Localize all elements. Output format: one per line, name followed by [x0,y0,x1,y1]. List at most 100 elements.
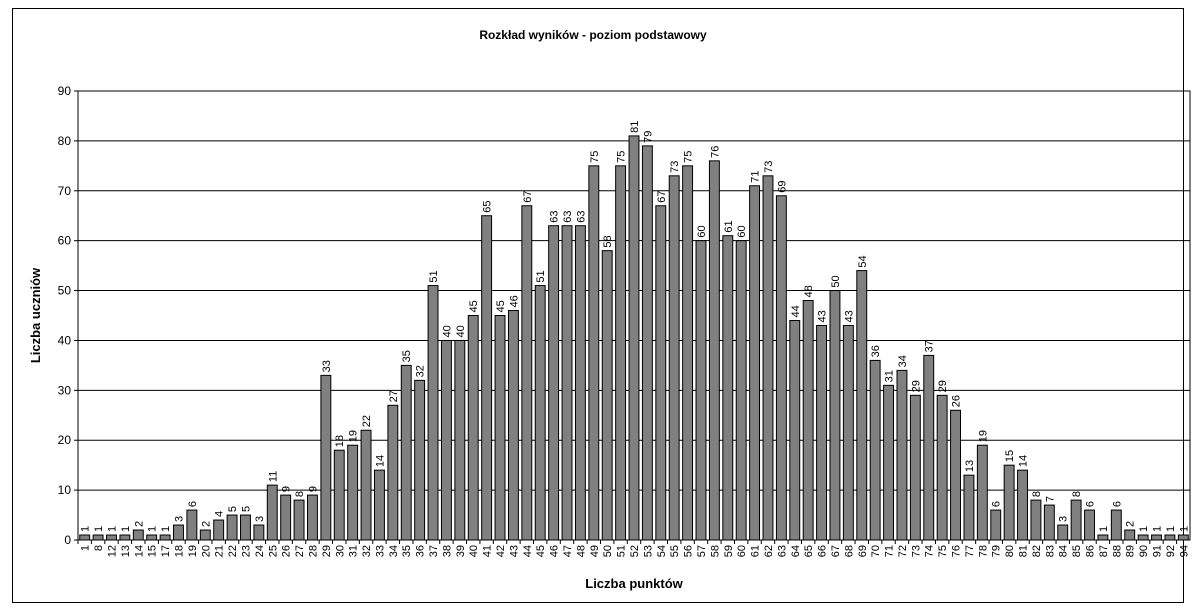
x-tick-label: 19 [187,545,199,557]
bar-data-label: 8 [1071,491,1083,497]
x-tick-label: 53 [642,545,654,557]
bar-data-label: 19 [977,430,989,442]
bar [1030,499,1042,541]
bar-data-label: 4 [214,511,226,517]
bar-data-label: 9 [281,486,293,492]
x-tick-label: 15 [147,545,159,557]
bar-data-label: 29 [937,380,949,392]
bar [561,225,573,541]
bar [387,404,399,541]
x-tick-label: 59 [723,545,735,557]
x-tick-label: 34 [388,545,400,557]
x-tick-label: 75 [937,545,949,557]
x-tick-label: 57 [696,545,708,557]
bar-data-label: 35 [401,350,413,362]
x-tick-label: 81 [1018,545,1030,557]
x-tick-label: 86 [1085,545,1097,557]
x-tick-label: 41 [482,545,494,557]
bars [79,135,1189,541]
bar-data-label: 1 [120,526,132,532]
bar [829,290,841,541]
bar-data-label: 8 [294,491,306,497]
bar-data-label: 18 [334,435,346,447]
x-tick-label: 45 [535,545,547,557]
x-tick-label: 79 [991,545,1003,557]
x-tick-label: 63 [776,545,788,557]
bar-data-label: 63 [549,210,561,222]
bar [534,285,546,541]
bar-data-label: 6 [991,501,1003,507]
bar [588,165,600,541]
x-tick-label: 31 [348,545,360,557]
bar [1177,534,1189,541]
bar-data-label: 22 [361,415,373,427]
bar-data-label: 67 [522,190,534,202]
bar-data-label: 51 [428,270,440,282]
bar [976,444,988,541]
bar [842,324,854,541]
x-tick-label: 18 [173,545,185,557]
bar-data-label: 1 [1098,526,1110,532]
bar [253,524,265,541]
x-tick-label: 91 [1152,545,1164,557]
bar [79,534,91,541]
x-tick-label: 87 [1098,545,1110,557]
bar-data-label: 26 [951,395,963,407]
x-tick-label: 80 [1004,545,1016,557]
x-tick-label: 64 [790,545,802,557]
bar-data-label: 79 [642,131,654,143]
y-tick-label: 30 [58,383,72,397]
bar [708,160,720,541]
y-tick-label: 40 [58,333,72,347]
x-tick-label: 17 [160,545,172,557]
x-tick-label: 73 [910,545,922,557]
x-tick-label: 14 [133,545,145,557]
x-tick-label: 92 [1165,545,1177,557]
x-tick-label: 26 [281,545,293,557]
bar-data-label: 1 [106,526,118,532]
bar [762,175,774,541]
bar-data-label: 1 [93,526,105,532]
bar [427,285,439,541]
bar-data-label: 33 [321,360,333,372]
bar-data-label: 11 [267,471,279,482]
bar [856,270,868,541]
x-tick-label: 62 [763,545,775,557]
bar [548,225,560,541]
x-tick-label: 61 [750,545,762,557]
bar-data-label: 1 [1152,526,1164,532]
bar-data-label: 76 [709,146,721,158]
x-tick-label: 49 [589,545,601,557]
bar-data-label: 63 [575,210,587,222]
x-tick-label: 36 [415,545,427,557]
x-tick-label: 60 [736,545,748,557]
bar-data-label: 60 [696,225,708,237]
bar-data-label: 1 [1138,526,1150,532]
x-tick-label: 27 [294,545,306,557]
bar [106,534,117,541]
bar [226,514,238,541]
bar-data-label: 5 [240,506,252,512]
x-tick-label: 38 [441,545,453,557]
y-tick-label: 50 [58,284,72,298]
bar-data-label: 6 [1111,501,1123,507]
bar [615,165,627,541]
bar [735,240,747,541]
y-axis-label: Liczba uczniów [28,267,43,363]
bar-data-label: 14 [1018,455,1030,467]
bar [628,135,640,541]
x-tick-label: 25 [267,545,279,557]
bar-data-label: 1 [160,526,172,532]
bar [347,444,359,541]
x-tick-label: 68 [843,545,855,557]
bar [668,175,680,541]
x-tick-label: 39 [455,545,467,557]
bar-data-label: 51 [535,270,547,282]
bar-data-label: 29 [910,380,922,392]
bar [950,409,961,541]
x-tick-label: 44 [522,545,534,557]
bar-data-label: 65 [482,200,494,212]
x-tick-label: 54 [656,545,668,557]
